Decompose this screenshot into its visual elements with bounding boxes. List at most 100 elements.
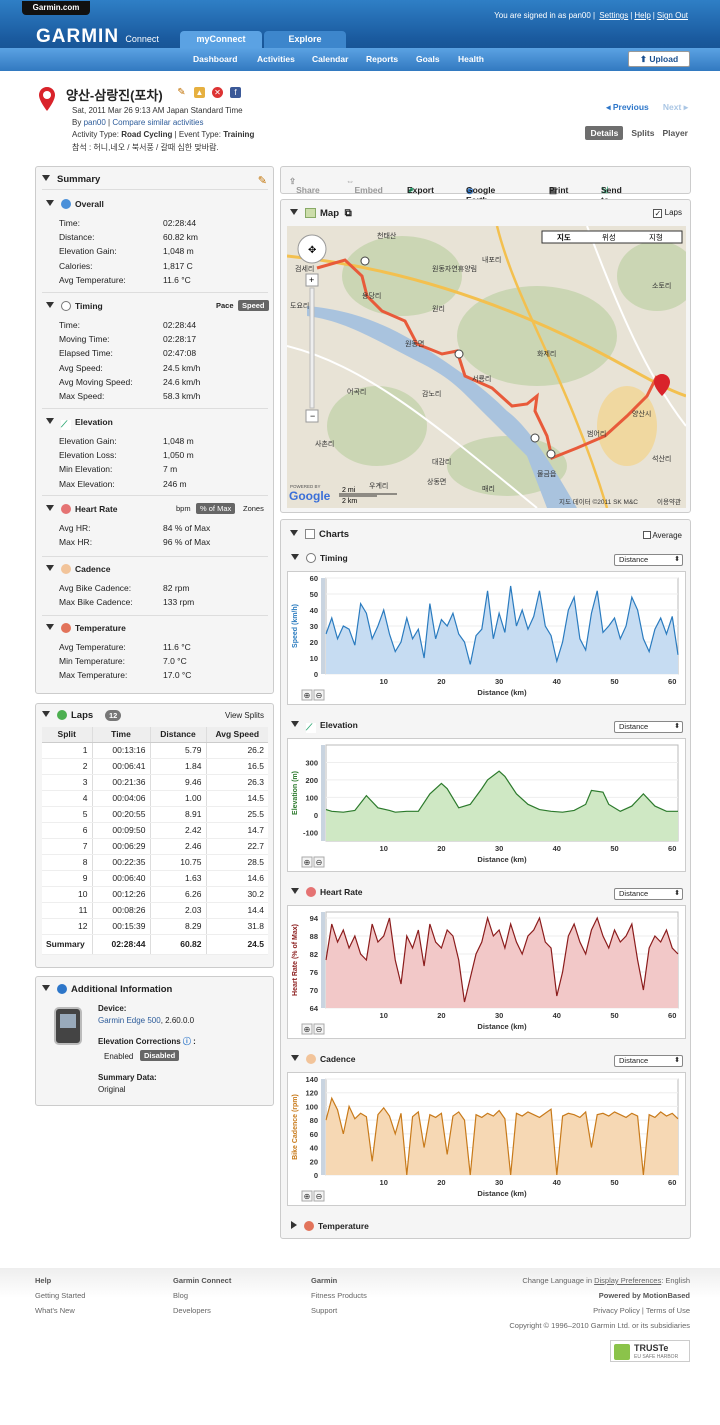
device-link[interactable]: Garmin Edge 500 bbox=[98, 1016, 161, 1025]
pan-control[interactable] bbox=[297, 234, 327, 264]
footer-support[interactable]: Support bbox=[311, 1306, 338, 1315]
event-type[interactable]: Training bbox=[223, 130, 255, 139]
nav-dashboard[interactable]: Dashboard bbox=[193, 54, 238, 64]
summary-header[interactable]: Summary bbox=[42, 174, 100, 185]
footer-blog[interactable]: Blog bbox=[173, 1291, 189, 1300]
y-scroll-bar[interactable] bbox=[321, 1079, 325, 1175]
disabled-option[interactable]: Disabled bbox=[140, 1050, 180, 1061]
zoom-in-chart-button[interactable] bbox=[301, 1023, 313, 1035]
col-distance[interactable]: Distance bbox=[150, 727, 207, 743]
display-preferences-link[interactable]: Display Preferences bbox=[594, 1276, 662, 1285]
timing-chart-header[interactable]: Timing bbox=[291, 553, 348, 563]
tab-splits[interactable]: Splits bbox=[631, 128, 655, 138]
cadence-chart-header[interactable]: Cadence bbox=[291, 1054, 355, 1064]
zoom-in-button[interactable] bbox=[305, 273, 319, 287]
edit-summary-icon[interactable]: ✎ bbox=[257, 175, 267, 187]
y-scroll-bar[interactable] bbox=[321, 745, 325, 841]
compare-link[interactable]: Compare similar activities bbox=[112, 118, 204, 127]
zoom-out-chart-button[interactable] bbox=[313, 689, 325, 701]
edit-pencil-icon[interactable]: ✎ bbox=[177, 87, 186, 98]
lap-markers[interactable] bbox=[360, 256, 556, 459]
activity-title[interactable]: 양산-삼랑진(포차) bbox=[66, 88, 163, 103]
map-terms-link[interactable]: 이용약관 bbox=[657, 497, 681, 506]
map-type-map[interactable]: 지도 bbox=[557, 232, 571, 242]
table-row[interactable]: 1 00:13:16 5.79 26.2 bbox=[42, 742, 268, 759]
table-row[interactable]: 4 00:04:06 1.00 14.5 bbox=[42, 790, 268, 807]
temperature-section-header[interactable]: Temperature bbox=[46, 623, 126, 633]
truste-badge[interactable]: TRUSTe EU SAFE HARBOR bbox=[610, 1340, 690, 1362]
col-avg-speed[interactable]: Avg Speed bbox=[206, 727, 268, 743]
cadence-chart[interactable]: 0 20 40 60 80 100 120 140 10 20 30 40 50 60 Distance (… bbox=[288, 1073, 685, 1205]
table-row[interactable]: 10 00:12:26 6.26 30.2 bbox=[42, 886, 268, 903]
heart-rate-chart[interactable]: 64 70 76 82 88 94 10 20 30 40 50 60 Distance (km) Hea… bbox=[288, 906, 685, 1038]
elevation-chart-header[interactable]: ⟋ Elevation bbox=[291, 720, 358, 733]
help-question-icon[interactable]: ⓘ bbox=[182, 1037, 191, 1046]
share-button[interactable]: ⇪ Share bbox=[289, 176, 320, 195]
footer-fitness-products[interactable]: Fitness Products bbox=[311, 1291, 367, 1300]
zoom-in-chart-button[interactable] bbox=[301, 856, 313, 868]
speed-chart[interactable]: 0 10 20 30 40 50 60 10 20 30 40 50 60 Distance (km) Sp… bbox=[288, 572, 685, 704]
table-row[interactable]: Summary 02:28:44 60.82 24.5 bbox=[42, 933, 268, 955]
map-zoom-control[interactable]: ✥ + − bbox=[297, 234, 327, 423]
y-scroll-bar[interactable] bbox=[321, 578, 325, 674]
table-row[interactable]: 6 00:09:50 2.42 14.7 bbox=[42, 822, 268, 839]
y-scroll-bar[interactable] bbox=[321, 912, 325, 1008]
col-split[interactable]: Split bbox=[42, 727, 93, 743]
zones-toggle[interactable]: Zones bbox=[243, 504, 264, 513]
bpm-toggle[interactable]: bpm bbox=[176, 504, 191, 513]
additional-info-header[interactable]: Additional Information bbox=[42, 984, 172, 995]
charts-header[interactable]: Charts bbox=[290, 529, 349, 540]
overall-section-header[interactable]: Overall bbox=[46, 199, 104, 209]
fullscreen-icon[interactable]: ⧉ bbox=[344, 208, 352, 219]
tab-details[interactable]: Details bbox=[585, 126, 624, 140]
map-type-satellite[interactable]: 위성 bbox=[602, 233, 616, 242]
table-row[interactable]: 3 00:21:36 9.46 26.3 bbox=[42, 774, 268, 791]
speed-toggle[interactable]: Speed bbox=[238, 300, 269, 311]
table-row[interactable]: 5 00:20:55 8.91 25.5 bbox=[42, 806, 268, 823]
percent-max-toggle[interactable]: % of Max bbox=[196, 503, 236, 514]
zoom-in-chart-button[interactable] bbox=[301, 1190, 313, 1202]
average-checkbox[interactable]: Average bbox=[642, 531, 682, 540]
embed-button[interactable]: ⇔ Embed bbox=[346, 176, 383, 195]
heart-rate-section-header[interactable]: Heart Rate bbox=[46, 504, 118, 514]
cadence-section-header[interactable]: Cadence bbox=[46, 564, 110, 574]
terms-link[interactable]: Terms of Use bbox=[645, 1306, 690, 1315]
settings-link[interactable]: Settings bbox=[599, 11, 629, 20]
nav-calendar[interactable]: Calendar bbox=[312, 54, 349, 64]
google-logo[interactable]: POWERED BY Google bbox=[289, 484, 331, 503]
zoom-out-chart-button[interactable] bbox=[313, 1190, 325, 1202]
table-row[interactable]: 2 00:06:41 1.84 16.5 bbox=[42, 758, 268, 775]
zoom-out-chart-button[interactable] bbox=[313, 1023, 325, 1035]
elevation-xaxis-select[interactable]: Distance bbox=[614, 721, 683, 733]
heart-rate-xaxis-select[interactable]: Distance bbox=[614, 888, 683, 900]
activity-note[interactable]: 참석 : 허니,네오 / 북서풍 / 갈때 심한 맞바람. bbox=[72, 143, 219, 152]
activity-type[interactable]: Road Cycling bbox=[121, 130, 173, 139]
garmin-com-link[interactable]: Garmin.com bbox=[22, 1, 90, 15]
footer-developers[interactable]: Developers bbox=[173, 1306, 211, 1315]
view-splits-link[interactable]: View Splits bbox=[225, 711, 264, 720]
laps-header[interactable]: Laps bbox=[42, 710, 93, 721]
previous-link[interactable]: ◂ Previous bbox=[606, 102, 649, 112]
zoom-out-button[interactable] bbox=[305, 409, 319, 423]
nav-reports[interactable]: Reports bbox=[366, 54, 399, 64]
heart-rate-chart-header[interactable]: Heart Rate bbox=[291, 887, 363, 897]
table-row[interactable]: 11 00:08:26 2.03 14.4 bbox=[42, 902, 268, 919]
timing-xaxis-select[interactable]: Distance bbox=[614, 554, 683, 566]
elevation-section-header[interactable]: ⟋ Elevation bbox=[46, 417, 113, 430]
footer-getting-started[interactable]: Getting Started bbox=[35, 1291, 86, 1300]
upload-button[interactable]: ⬆ Upload bbox=[628, 51, 690, 67]
lock-icon[interactable]: ▲ bbox=[194, 87, 205, 98]
map-type-buttons[interactable]: 지도 위성 지형 bbox=[541, 230, 683, 244]
nav-goals[interactable]: Goals bbox=[416, 54, 440, 64]
end-flag-icon[interactable] bbox=[654, 374, 670, 396]
zoom-out-chart-button[interactable] bbox=[313, 856, 325, 868]
enabled-option[interactable]: Enabled bbox=[104, 1052, 134, 1061]
map-type-terrain[interactable]: 지형 bbox=[649, 233, 663, 242]
user-link[interactable]: pan00 bbox=[83, 118, 106, 127]
table-row[interactable]: 9 00:06:40 1.63 14.6 bbox=[42, 870, 268, 887]
facebook-icon[interactable]: f bbox=[230, 87, 241, 98]
laps-checkbox[interactable]: ✓ Laps bbox=[653, 208, 682, 218]
delete-icon[interactable]: ✕ bbox=[212, 87, 223, 98]
table-row[interactable]: 12 00:15:39 8.29 31.8 bbox=[42, 918, 268, 935]
help-link[interactable]: Help bbox=[634, 11, 651, 20]
